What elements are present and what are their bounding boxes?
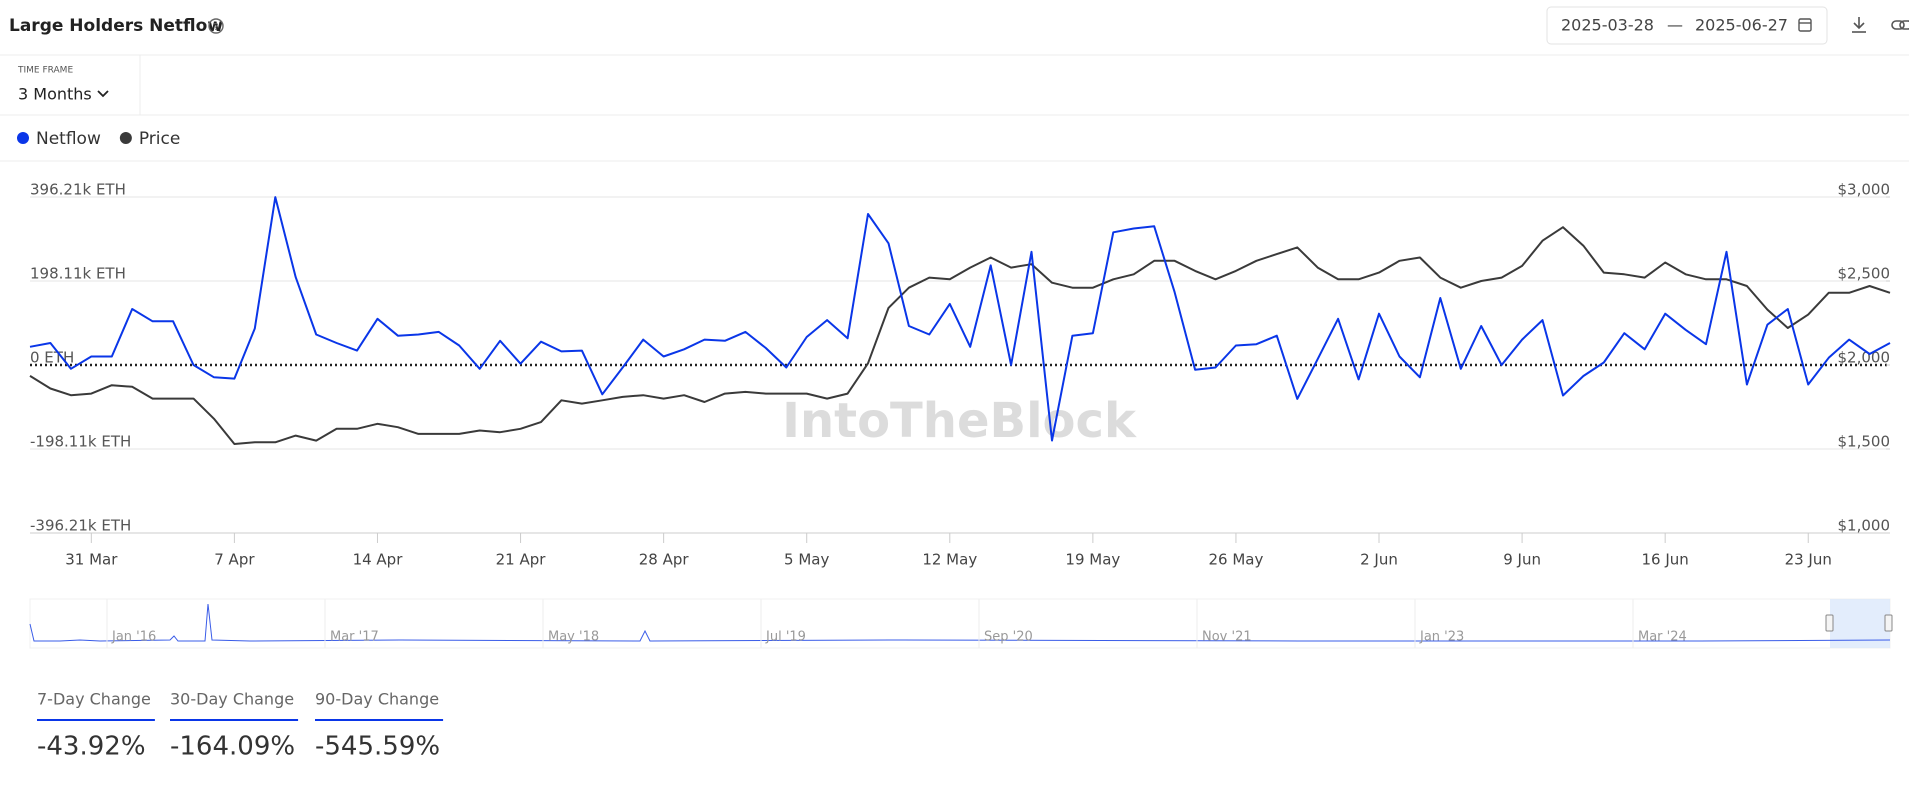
date-from: 2025-03-28 bbox=[1561, 16, 1654, 35]
link-icon[interactable] bbox=[1891, 20, 1909, 30]
help-icon[interactable]: ? bbox=[208, 18, 224, 34]
x-tick-label: 9 Jun bbox=[1503, 551, 1541, 569]
y-tick-label: 396.21k ETH bbox=[30, 181, 126, 199]
page-title: Large Holders Netflow bbox=[9, 16, 223, 36]
legend-label[interactable]: Netflow bbox=[36, 129, 101, 149]
svg-text:?: ? bbox=[213, 22, 218, 33]
watermark: IntoTheBlock bbox=[782, 393, 1137, 449]
stat-value: -43.92% bbox=[37, 732, 146, 762]
calendar-icon[interactable] bbox=[1798, 18, 1812, 32]
date-to: 2025-06-27 bbox=[1695, 16, 1788, 35]
download-icon[interactable] bbox=[1852, 17, 1866, 33]
navigator-label: Jan '23 bbox=[1419, 630, 1464, 645]
x-tick-label: 21 Apr bbox=[496, 551, 547, 569]
stat-label[interactable]: 90-Day Change bbox=[315, 690, 439, 709]
y-tick-label: -396.21k ETH bbox=[30, 517, 131, 535]
y2-tick-label: $1,500 bbox=[1838, 433, 1891, 451]
navigator-label: Sep '20 bbox=[984, 630, 1033, 645]
x-tick-label: 31 Mar bbox=[65, 551, 118, 569]
x-tick-label: 12 May bbox=[922, 551, 977, 569]
navigator-label: Jul '19 bbox=[765, 630, 806, 645]
x-tick-label: 2 Jun bbox=[1360, 551, 1398, 569]
timeframe-select[interactable]: 3 Months bbox=[18, 85, 92, 104]
series-line bbox=[29, 196, 1891, 442]
y-tick-label: 198.11k ETH bbox=[30, 264, 126, 282]
legend-swatch bbox=[17, 132, 29, 144]
stat-label[interactable]: 30-Day Change bbox=[170, 690, 294, 709]
navigator-handle[interactable] bbox=[1884, 614, 1893, 632]
y2-tick-label: $1,000 bbox=[1838, 517, 1891, 535]
y2-tick-label: $2,000 bbox=[1838, 349, 1891, 367]
y-tick-label: -198.11k ETH bbox=[30, 433, 131, 451]
timeframe-label: TIME FRAME bbox=[17, 66, 73, 76]
date-separator: — bbox=[1667, 16, 1683, 35]
navigator-label: May '18 bbox=[548, 630, 599, 645]
stat-value: -545.59% bbox=[315, 732, 440, 762]
x-tick-label: 26 May bbox=[1208, 551, 1263, 569]
navigator-label: Mar '17 bbox=[330, 630, 379, 645]
navigator-label: Jan '16 bbox=[111, 630, 156, 645]
navigator-handle[interactable] bbox=[1825, 614, 1834, 632]
navigator-label: Nov '21 bbox=[1202, 630, 1252, 645]
navigator-label: Mar '24 bbox=[1638, 630, 1687, 645]
navigator-series bbox=[29, 603, 1891, 642]
x-tick-label: 14 Apr bbox=[353, 551, 404, 569]
stat-value: -164.09% bbox=[170, 732, 295, 762]
x-tick-label: 23 Jun bbox=[1785, 551, 1832, 569]
x-tick-label: 5 May bbox=[784, 551, 829, 569]
series-line bbox=[29, 226, 1891, 445]
x-tick-label: 19 May bbox=[1065, 551, 1120, 569]
x-tick-label: 16 Jun bbox=[1642, 551, 1689, 569]
x-tick-label: 7 Apr bbox=[214, 551, 255, 569]
stat-label[interactable]: 7-Day Change bbox=[37, 690, 151, 709]
y2-tick-label: $3,000 bbox=[1838, 181, 1891, 199]
legend-swatch bbox=[119, 132, 132, 144]
y-tick-label: 0 ETH bbox=[30, 349, 74, 367]
y2-tick-label: $2,500 bbox=[1838, 265, 1891, 283]
date-range-picker[interactable] bbox=[1546, 6, 1828, 45]
legend-label[interactable]: Price bbox=[139, 129, 180, 149]
dropdown-chevron bbox=[97, 90, 109, 98]
x-tick-label: 28 Apr bbox=[639, 551, 690, 569]
